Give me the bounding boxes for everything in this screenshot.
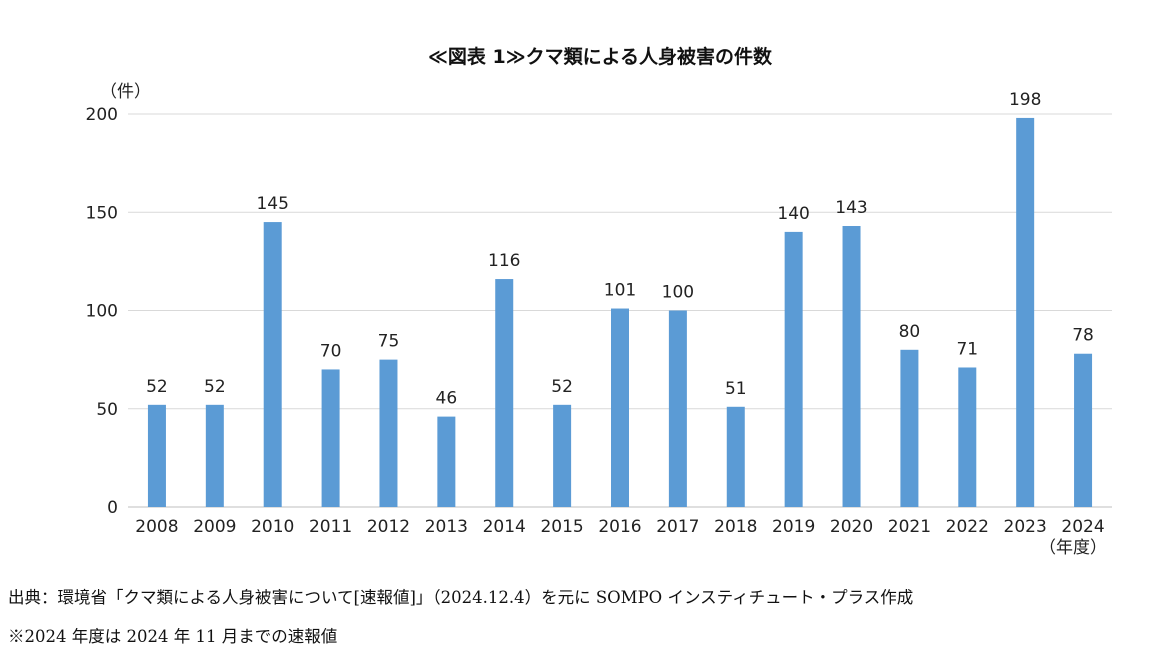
data-label: 52 bbox=[551, 377, 573, 397]
data-label: 101 bbox=[604, 281, 636, 301]
y-tick-label: 200 bbox=[86, 105, 118, 125]
y-axis-unit: （件） bbox=[100, 82, 151, 102]
x-tick-label: 2022 bbox=[946, 517, 989, 537]
x-axis-ticks: 2008 2009 2010 2011 2012 2013 2014 2015 2016 2017… bbox=[135, 517, 1104, 537]
bar bbox=[1016, 117, 1035, 508]
data-label: 143 bbox=[835, 198, 867, 218]
bar bbox=[147, 404, 166, 507]
bar bbox=[437, 416, 456, 507]
x-tick-label: 2011 bbox=[309, 517, 352, 537]
bar bbox=[900, 349, 919, 507]
y-axis-ticks: 0 50 100 150 200 bbox=[86, 105, 118, 518]
data-label: 145 bbox=[256, 194, 288, 214]
bar bbox=[263, 222, 282, 507]
y-tick-label: 100 bbox=[86, 302, 118, 322]
bar bbox=[668, 310, 687, 507]
bar bbox=[495, 279, 514, 507]
bar bbox=[205, 404, 224, 507]
chart-title: ≪図表 1≫クマ類による人身被害の件数 bbox=[428, 45, 773, 68]
y-tick-label: 150 bbox=[86, 203, 118, 223]
y-tick-label: 0 bbox=[107, 498, 118, 518]
x-tick-label: 2021 bbox=[888, 517, 931, 537]
data-labels: 52 52 145 70 75 46 116 52 101 100 51 140 143 80 71 198 7… bbox=[146, 90, 1094, 409]
bar bbox=[1074, 353, 1093, 507]
x-tick-label: 2009 bbox=[193, 517, 236, 537]
x-tick-label: 2020 bbox=[830, 517, 873, 537]
data-label: 46 bbox=[436, 389, 458, 409]
data-label: 52 bbox=[204, 377, 226, 397]
bar bbox=[726, 406, 745, 507]
bar bbox=[842, 226, 861, 507]
period-note: ※2024 年度は 2024 年 11 月までの速報値 bbox=[8, 627, 338, 646]
x-tick-label: 2015 bbox=[540, 517, 583, 537]
x-tick-label: 2008 bbox=[135, 517, 178, 537]
x-tick-label: 2016 bbox=[598, 517, 641, 537]
x-tick-label: 2018 bbox=[714, 517, 757, 537]
data-label: 80 bbox=[899, 322, 921, 342]
data-label: 51 bbox=[725, 379, 747, 399]
data-label: 75 bbox=[378, 332, 400, 352]
x-tick-label: 2010 bbox=[251, 517, 294, 537]
data-label: 70 bbox=[320, 341, 342, 361]
x-tick-label: 2014 bbox=[483, 517, 526, 537]
source-note: 出典：環境省「クマ類による人身被害について[速報値]」（2024.12.4）を元… bbox=[8, 588, 914, 607]
bar-chart: ≪図表 1≫クマ類による人身被害の件数 （件） （年度） 0 50 100 150 20… bbox=[86, 45, 1112, 558]
bars bbox=[147, 117, 1093, 508]
x-tick-label: 2012 bbox=[367, 517, 410, 537]
data-label: 116 bbox=[488, 251, 520, 271]
bar bbox=[553, 404, 572, 507]
x-tick-label: 2013 bbox=[425, 517, 468, 537]
data-label: 78 bbox=[1072, 326, 1094, 346]
x-tick-label: 2024 bbox=[1061, 517, 1104, 537]
bar bbox=[611, 308, 629, 507]
data-label: 71 bbox=[956, 339, 978, 359]
x-tick-label: 2017 bbox=[656, 517, 699, 537]
data-label: 52 bbox=[146, 377, 168, 397]
bar bbox=[958, 367, 977, 507]
bar bbox=[784, 231, 803, 507]
data-label: 140 bbox=[777, 204, 809, 224]
x-axis-unit: （年度） bbox=[1039, 538, 1107, 558]
data-label: 198 bbox=[1009, 90, 1041, 110]
data-label: 100 bbox=[662, 283, 694, 303]
bar bbox=[379, 359, 398, 507]
y-tick-label: 50 bbox=[96, 400, 118, 420]
x-tick-label: 2023 bbox=[1004, 517, 1047, 537]
bar bbox=[321, 369, 340, 507]
x-tick-label: 2019 bbox=[772, 517, 815, 537]
